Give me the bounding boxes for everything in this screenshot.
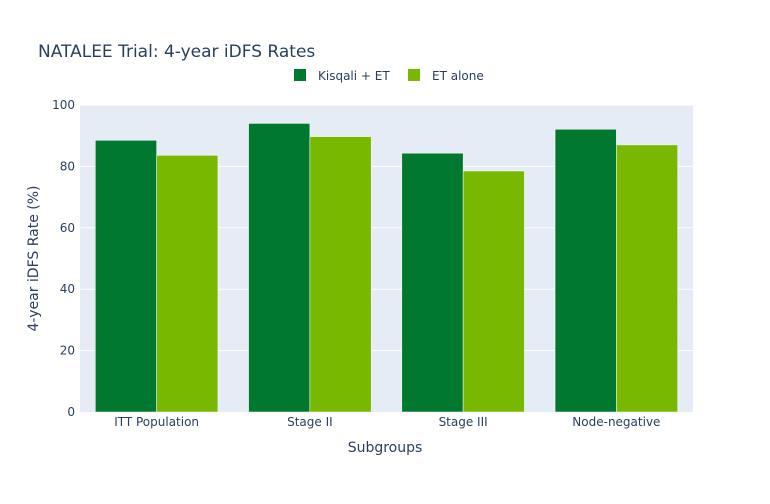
x-tick-label: ITT Population: [114, 415, 199, 429]
y-tick-label: 0: [67, 405, 75, 419]
bar[interactable]: [462, 170, 525, 413]
y-tick-label: 100: [52, 98, 75, 112]
x-axis-title: Subgroups: [348, 440, 423, 456]
bar[interactable]: [616, 144, 678, 413]
y-tick-label: 80: [60, 159, 75, 173]
x-tick-label: Stage II: [287, 415, 333, 429]
y-tick-label: 20: [60, 344, 75, 358]
bars: [95, 123, 678, 413]
bar[interactable]: [95, 140, 157, 413]
x-axis-ticks: ITT Population Stage II Stage III Node-nega…: [114, 415, 660, 429]
x-tick-label: Node-negative: [572, 415, 660, 429]
y-axis-ticks: 0 20 40 60 80 100: [52, 98, 75, 419]
bar[interactable]: [554, 129, 617, 413]
bar[interactable]: [156, 155, 219, 413]
bar[interactable]: [309, 136, 372, 413]
bar[interactable]: [401, 152, 464, 413]
bar[interactable]: [248, 123, 311, 413]
legend-label[interactable]: Kisqali + ET: [318, 69, 390, 83]
x-tick-label: Stage III: [439, 415, 488, 429]
y-axis-title: 4-year iDFS Rate (%): [26, 186, 42, 332]
y-tick-label: 40: [60, 282, 75, 296]
legend-swatch: [294, 69, 306, 81]
y-tick-label: 60: [60, 221, 75, 235]
chart-title: NATALEE Trial: 4-year iDFS Rates: [38, 42, 315, 62]
legend-label[interactable]: ET alone: [432, 69, 484, 83]
legend: Kisqali + ET ET alone: [294, 69, 484, 83]
legend-swatch: [408, 69, 420, 81]
